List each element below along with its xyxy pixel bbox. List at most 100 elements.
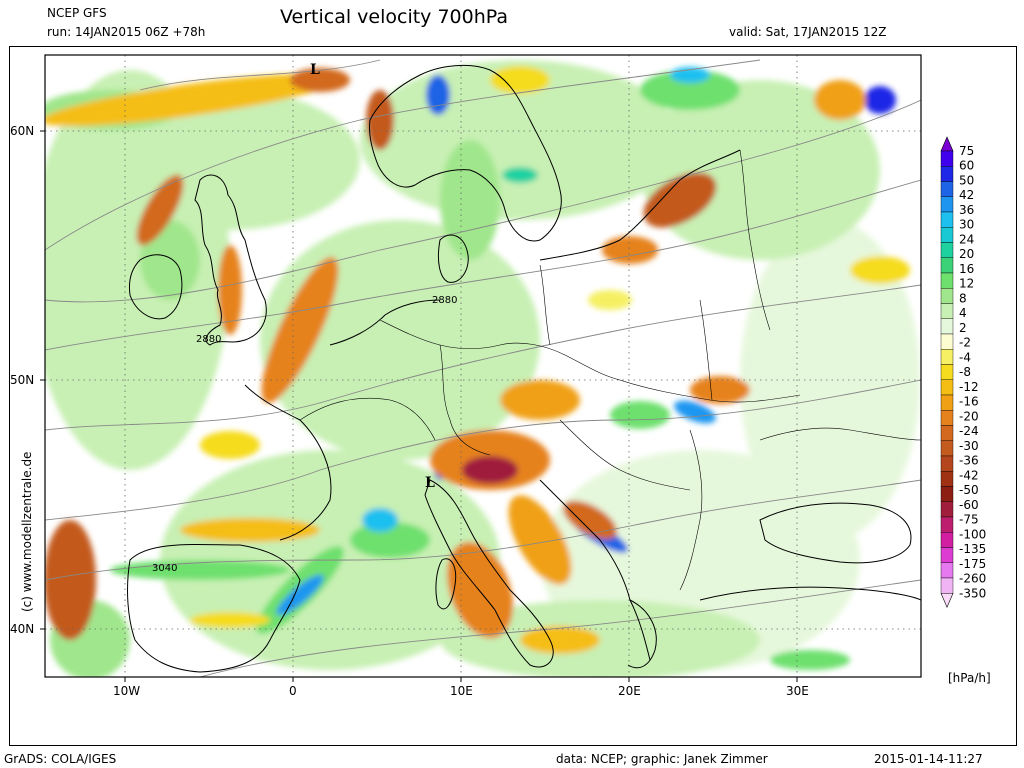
legend-swatch [940, 532, 954, 548]
legend-swatch [940, 501, 954, 518]
legend-label: 24 [959, 232, 974, 246]
legend-label: -36 [959, 454, 979, 468]
legend-swatch [940, 303, 954, 319]
field-patch [180, 518, 320, 542]
field-patch [440, 600, 760, 677]
legend-label: 50 [959, 173, 974, 187]
run-label: run: 14JAN2015 06Z +78h [47, 25, 206, 39]
graticule [45, 55, 921, 677]
field-patch [864, 86, 896, 114]
legend-label: -135 [959, 542, 986, 556]
legend-label: -8 [959, 365, 971, 379]
field-patch [45, 73, 339, 127]
legend-unit: [hPa/h] [948, 671, 991, 685]
legend-swatch [940, 272, 954, 289]
legend-label: -30 [959, 439, 979, 453]
legend-label: 60 [959, 159, 974, 173]
legend-label: -4 [959, 350, 971, 364]
valid-time-label: valid: Sat, 17JAN2015 12Z [729, 25, 887, 39]
field-patch [110, 560, 290, 580]
legend-swatch [940, 471, 954, 487]
field-patch [508, 495, 572, 585]
field-patch [602, 236, 658, 264]
legend-label: -16 [959, 395, 979, 409]
legend-label: 75 [959, 144, 974, 158]
legend-swatch [940, 394, 954, 411]
legend-label: 36 [959, 203, 974, 217]
legend-swatch [940, 486, 954, 502]
legend-label: -42 [959, 468, 979, 482]
legend-swatch [940, 440, 954, 457]
legend-swatch [940, 410, 954, 426]
watermark-text: (c) www.modellzentrale.de [20, 451, 34, 612]
legend-swatch [940, 577, 954, 594]
legend-label: 30 [959, 218, 974, 232]
plot-border [44, 54, 922, 678]
image-frame [9, 46, 1017, 746]
legend-swatch [940, 257, 954, 274]
legend-label: -100 [959, 527, 986, 541]
low-pressure-marker: L [310, 62, 320, 78]
field-patch [674, 400, 716, 424]
field-patch [588, 290, 632, 310]
field-patch [740, 220, 920, 540]
field-patch [770, 650, 850, 670]
lat-label-40n: 40N [10, 622, 35, 636]
lon-label-10e: 10E [450, 684, 473, 698]
field-patch [610, 401, 670, 429]
field-patch [440, 140, 500, 260]
national-borders [299, 149, 921, 591]
color-legend: 75605042363024201612842-2-4-8-12-16-20-2… [940, 136, 986, 609]
height-contours [45, 59, 921, 677]
field-patch [366, 90, 394, 150]
legend-label: -350 [959, 586, 986, 600]
legend-swatch [940, 318, 954, 335]
field-patch [502, 167, 538, 183]
legend-swatch [940, 166, 954, 182]
field-patch [563, 500, 617, 540]
software-credit: GrADS: COLA/IGES [4, 752, 117, 766]
field-patch [500, 380, 580, 420]
lon-label-0: 0 [289, 684, 297, 698]
contour-label: 3040 [152, 563, 177, 574]
legend-arrow-bottom [940, 592, 954, 609]
legend-swatch [940, 364, 954, 380]
legend-label: -75 [959, 513, 979, 527]
legend-swatch [940, 196, 954, 213]
field-patch [462, 456, 518, 484]
legend-swatch [940, 349, 954, 365]
field-patch [45, 520, 96, 640]
legend-swatch [940, 181, 954, 197]
field-patch [261, 257, 339, 403]
coastlines [127, 65, 921, 673]
field-patch [643, 172, 717, 228]
timestamp: 2015-01-14-11:27 [874, 752, 983, 766]
legend-label: -12 [959, 380, 979, 394]
low-pressure-marker: L [425, 475, 435, 491]
legend-label: 20 [959, 247, 974, 261]
field-patch [350, 522, 430, 558]
legend-swatch [940, 379, 954, 396]
legend-swatch [940, 288, 954, 304]
legend-swatch [940, 516, 954, 533]
legend-label: 16 [959, 262, 974, 276]
legend-swatch [940, 150, 954, 167]
legend-swatch [940, 562, 954, 579]
legend-swatch [940, 242, 954, 258]
data-credit: data: NCEP; graphic: Janek Zimmer [556, 752, 768, 766]
field-patch [690, 376, 750, 404]
field-patch [290, 68, 350, 92]
field-patch [276, 574, 324, 616]
legend-label: -2 [959, 336, 971, 350]
contour-label: 2880 [432, 295, 457, 306]
legend-label: -24 [959, 424, 979, 438]
map-title: Vertical velocity 700hPa [280, 6, 509, 28]
legend-label: -260 [959, 572, 986, 586]
field-patch [136, 174, 184, 246]
contour-label: 2880 [196, 334, 221, 345]
legend-label: -175 [959, 557, 986, 571]
field-patch [200, 431, 260, 459]
axis-ticks [40, 130, 798, 682]
legend-swatch [940, 547, 954, 563]
